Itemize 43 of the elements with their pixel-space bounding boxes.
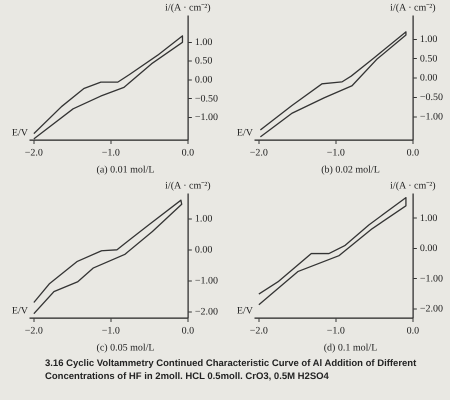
y-tick-label: 1.00 (420, 212, 438, 224)
y-tick-label: 1.00 (194, 36, 212, 48)
text: (a) 0.01 mol/L (96, 164, 155, 176)
x-tick-label: 0.0 (182, 326, 194, 337)
y-tick-label: 1.00 (420, 34, 438, 45)
y-axis-title: i/(A · cm⁻²) (390, 2, 436, 14)
y-tick-label: −1.00 (420, 273, 443, 284)
y-tick-label: −0.50 (194, 93, 218, 104)
x-tick-label: −1.0 (326, 326, 345, 337)
y-tick-label: 0.00 (194, 244, 212, 256)
x-tick-label: 0.0 (406, 326, 420, 337)
y-tick-label: 0.00 (194, 74, 212, 86)
y-tick-label: −1.00 (194, 275, 218, 286)
y-axis-title: i/(A · cm⁻²) (165, 180, 211, 192)
x-axis-title: E/V (236, 128, 254, 139)
x-axis-title: E/V (12, 128, 29, 139)
x-tick-label: −1.0 (326, 148, 345, 159)
y-tick-label: −2.00 (420, 304, 443, 315)
text: (b) 0.02 mol/L (321, 164, 380, 176)
y-tick-label: 0.00 (420, 72, 438, 84)
y-axis-title: i/(A · cm⁻²) (165, 2, 211, 14)
x-tick-label: −2.0 (24, 148, 43, 159)
x-tick-label: −1.0 (102, 326, 120, 337)
x-tick-label: 0.0 (182, 148, 194, 159)
y-tick-label: 1.00 (194, 213, 212, 224)
x-axis-title: E/V (12, 306, 29, 317)
y-axis-title: i/(A · cm⁻²) (390, 180, 436, 192)
text: 3.16 Cyclic Voltammetry Continued Characteristic Curve of Al Addition of Different Concentrations of HF in 2moll. HCL 0.5moll. CrO3, 0.5M H2SO4 (45, 358, 418, 384)
y-tick-label: −1.00 (194, 112, 218, 124)
x-tick-label: 0.0 (406, 148, 420, 159)
x-tick-label: −2.0 (24, 326, 43, 337)
x-tick-label: −1.0 (102, 148, 120, 159)
y-tick-label: −2.00 (194, 306, 218, 318)
y-tick-label: 0.50 (194, 56, 212, 67)
text: (c) 0.05 mol/L (96, 342, 155, 354)
y-tick-label: −1.00 (420, 111, 443, 122)
y-tick-label: 0.00 (420, 243, 438, 254)
y-tick-label: −0.50 (420, 92, 443, 103)
text: (d) 0.1 mol/L (324, 342, 378, 354)
x-tick-label: −2.0 (250, 148, 268, 159)
x-tick-label: −2.0 (250, 326, 268, 337)
x-axis-title: E/V (236, 306, 254, 317)
y-tick-label: 0.50 (420, 53, 438, 64)
